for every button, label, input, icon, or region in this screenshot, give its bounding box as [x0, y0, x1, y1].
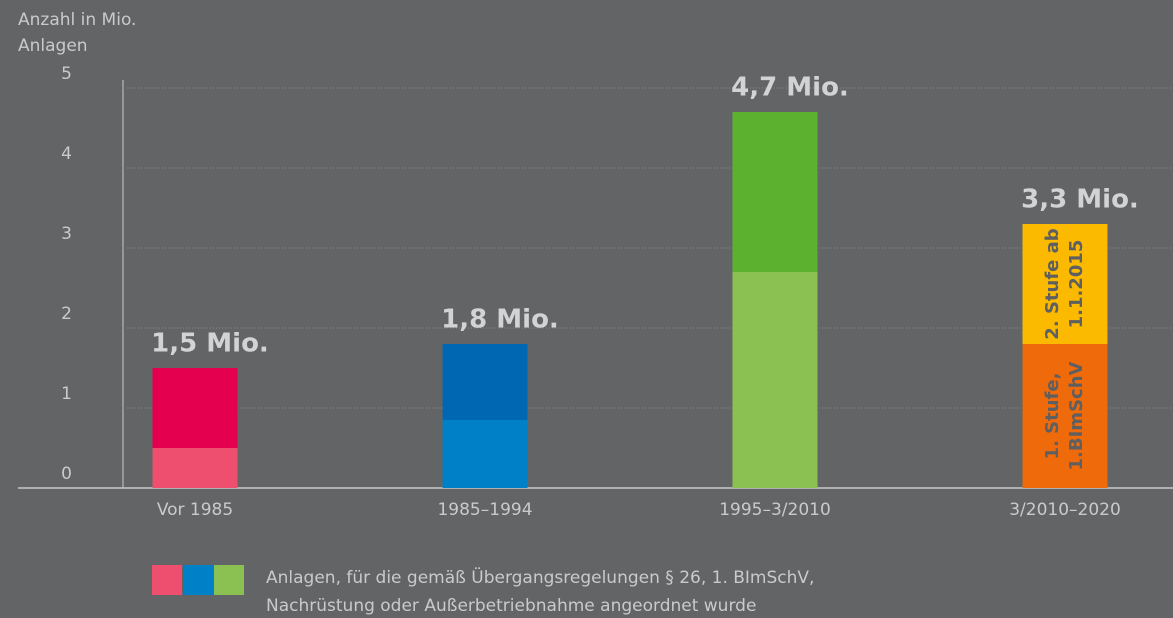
segment-label: 2. Stufe ab	[1042, 228, 1063, 339]
x-tick-label: 3/2010–2020	[1009, 500, 1121, 520]
legend-text: Nachrüstung oder Außerbetriebnahme angeo…	[266, 596, 756, 616]
x-tick-label: 1995–3/2010	[719, 500, 831, 520]
bar-segment	[442, 420, 528, 488]
y-tick-label: 5	[61, 64, 72, 84]
bar-segment	[1022, 224, 1108, 344]
bar-segment	[442, 344, 528, 420]
segment-label: 1. Stufe,	[1042, 373, 1063, 460]
x-tick-label: 1985–1994	[437, 500, 532, 520]
total-label: 1,5 Mio.	[151, 329, 269, 359]
legend-swatch	[152, 565, 182, 595]
total-label: 1,8 Mio.	[441, 305, 559, 335]
segment-label: 1.1.2015	[1066, 240, 1087, 329]
y-axis-label: Anlagen	[18, 36, 88, 56]
bar-segment	[152, 368, 238, 448]
bar-segment	[732, 112, 818, 272]
y-tick-label: 0	[61, 464, 72, 484]
legend-text: Anlagen, für die gemäß Übergangsregelung…	[266, 566, 814, 588]
total-label: 4,7 Mio.	[731, 73, 849, 103]
y-tick-label: 3	[61, 224, 72, 244]
bar-segment	[732, 272, 818, 488]
y-tick-label: 1	[61, 384, 72, 404]
y-axis-label: Anzahl in Mio.	[18, 10, 136, 30]
bar-segment	[1022, 344, 1108, 488]
segment-label: 1.BImSchV	[1066, 361, 1087, 470]
legend-swatch	[214, 565, 244, 595]
x-tick-label: Vor 1985	[157, 500, 233, 520]
bar-segment	[152, 448, 238, 488]
total-label: 3,3 Mio.	[1021, 185, 1139, 215]
legend-swatch	[183, 565, 213, 595]
y-tick-label: 2	[61, 304, 72, 324]
y-tick-label: 4	[61, 144, 72, 164]
